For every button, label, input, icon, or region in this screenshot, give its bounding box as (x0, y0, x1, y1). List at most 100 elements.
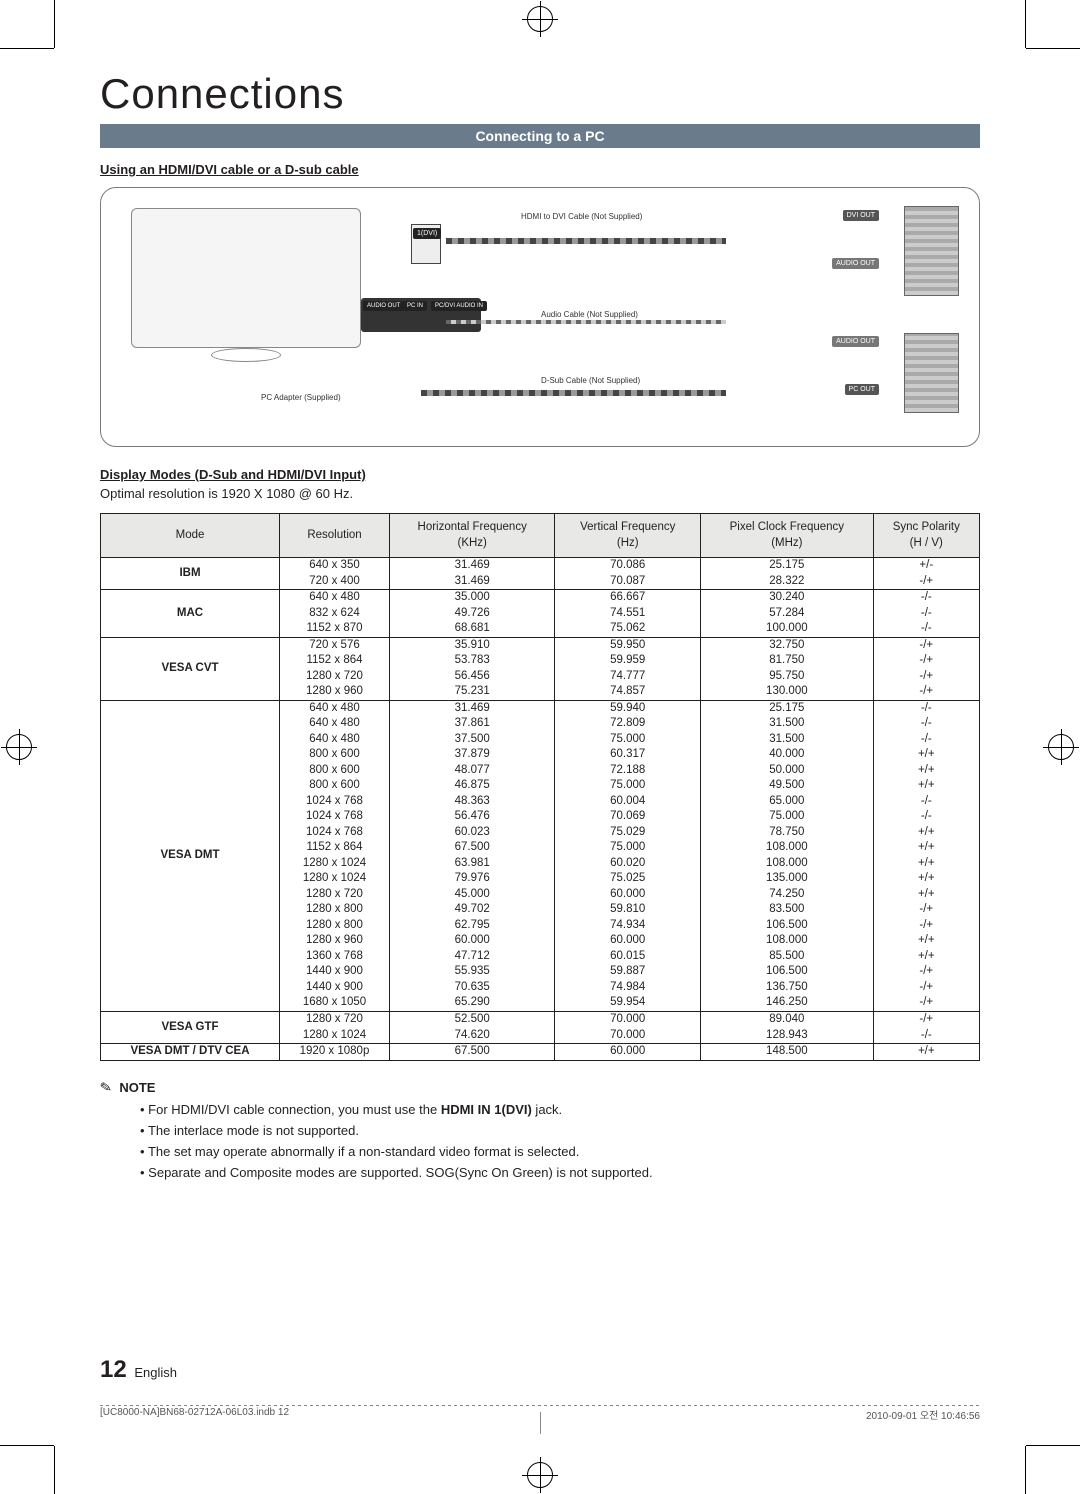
table-cell: +/+ (873, 763, 979, 779)
sub-heading: Using an HDMI/DVI cable or a D-sub cable (100, 162, 980, 177)
table-cell: 60.000 (555, 887, 701, 903)
table-cell: 75.025 (555, 871, 701, 887)
table-cell: 1280 x 960 (280, 933, 390, 949)
table-cell: 37.879 (390, 747, 555, 763)
table-cell: 1440 x 900 (280, 980, 390, 996)
table-cell: 48.363 (390, 794, 555, 810)
table-row: MAC640 x 48035.00066.66730.240-/- (101, 590, 980, 606)
table-cell: 49.726 (390, 606, 555, 622)
table-cell: 74.934 (555, 918, 701, 934)
table-cell: 108.000 (701, 840, 873, 856)
table-cell: 1280 x 720 (280, 669, 390, 685)
table-cell: 25.175 (701, 558, 873, 574)
registration-mark-icon (1048, 734, 1074, 760)
table-row: VESA DMT640 x 48031.46959.94025.175-/- (101, 700, 980, 716)
table-cell: 46.875 (390, 778, 555, 794)
table-cell: 1280 x 1024 (280, 1028, 390, 1044)
mode-cell: VESA GTF (101, 1011, 280, 1043)
table-cell: 56.456 (390, 669, 555, 685)
diagram-label: Audio Cable (Not Supplied) (541, 310, 638, 319)
table-cell: 59.887 (555, 964, 701, 980)
page-language: English (134, 1365, 177, 1380)
table-cell: 74.250 (701, 887, 873, 903)
note-block: ✎ NOTE For HDMI/DVI cable connection, yo… (100, 1079, 980, 1180)
table-cell: 75.029 (555, 825, 701, 841)
table-cell: 81.750 (701, 653, 873, 669)
table-cell: 70.069 (555, 809, 701, 825)
table-cell: 100.000 (701, 621, 873, 637)
table-cell: 60.317 (555, 747, 701, 763)
table-cell: 66.667 (555, 590, 701, 606)
table-cell: 1280 x 800 (280, 918, 390, 934)
table-cell: -/+ (873, 637, 979, 653)
crop-mark (54, 1446, 55, 1494)
table-cell: 1680 x 1050 (280, 995, 390, 1011)
table-header: Mode (101, 514, 280, 558)
diagram-label: D-Sub Cable (Not Supplied) (541, 376, 640, 385)
table-cell: 55.935 (390, 964, 555, 980)
table-cell: 60.000 (555, 933, 701, 949)
crop-mark (0, 48, 54, 49)
note-item: Separate and Composite modes are support… (140, 1165, 980, 1180)
pc-tower-icon (904, 333, 959, 413)
table-cell: 83.500 (701, 902, 873, 918)
port-label: PC/DVI AUDIO IN (431, 301, 487, 311)
table-cell: -/- (873, 716, 979, 732)
table-row: VESA GTF1280 x 72052.50070.00089.040-/+ (101, 1011, 980, 1027)
table-cell: 60.020 (555, 856, 701, 872)
table-cell: -/+ (873, 653, 979, 669)
table-cell: 45.000 (390, 887, 555, 903)
table-cell: 640 x 480 (280, 716, 390, 732)
crop-mark (54, 0, 55, 48)
diagram-label: PC Adapter (Supplied) (261, 393, 341, 402)
table-cell: 74.857 (555, 684, 701, 700)
table-cell: 67.500 (390, 1044, 555, 1061)
table-cell: 74.620 (390, 1028, 555, 1044)
registration-mark-icon (6, 734, 32, 760)
table-cell: 1024 x 768 (280, 825, 390, 841)
table-cell: 70.000 (555, 1028, 701, 1044)
table-cell: 75.231 (390, 684, 555, 700)
table-cell: 74.551 (555, 606, 701, 622)
table-header: Sync Polarity(H / V) (873, 514, 979, 558)
table-cell: -/+ (873, 1011, 979, 1027)
table-cell: -/- (873, 606, 979, 622)
page-title: Connections (100, 70, 980, 118)
table-cell: 640 x 480 (280, 590, 390, 606)
table-cell: 63.981 (390, 856, 555, 872)
table-cell: 74.984 (555, 980, 701, 996)
table-cell: 60.000 (390, 933, 555, 949)
table-cell: -/- (873, 700, 979, 716)
table-cell: 74.777 (555, 669, 701, 685)
table-cell: 25.175 (701, 700, 873, 716)
table-cell: 31.469 (390, 574, 555, 590)
port-label: AUDIO OUT (832, 336, 879, 347)
table-cell: -/+ (873, 684, 979, 700)
connection-diagram: HDMI to DVI Cable (Not Supplied) Audio C… (100, 187, 980, 447)
table-cell: 75.000 (555, 778, 701, 794)
note-icon: ✎ (99, 1078, 114, 1097)
table-cell: 47.712 (390, 949, 555, 965)
table-cell: 1152 x 864 (280, 840, 390, 856)
crop-mark (1025, 1446, 1026, 1494)
table-cell: 31.469 (390, 558, 555, 574)
table-cell: 40.000 (701, 747, 873, 763)
mode-cell: VESA DMT / DTV CEA (101, 1044, 280, 1061)
table-cell: 60.023 (390, 825, 555, 841)
table-cell: 148.500 (701, 1044, 873, 1061)
table-cell: -/+ (873, 918, 979, 934)
tv-rear-icon (131, 208, 361, 348)
footer-mid-divider (540, 1412, 541, 1434)
table-cell: +/+ (873, 747, 979, 763)
table-cell: 1280 x 960 (280, 684, 390, 700)
table-cell: 75.062 (555, 621, 701, 637)
table-cell: 75.000 (701, 809, 873, 825)
table-header: Vertical Frequency(Hz) (555, 514, 701, 558)
table-cell: 48.077 (390, 763, 555, 779)
table-cell: 130.000 (701, 684, 873, 700)
port-label: AUDIO OUT (363, 301, 404, 311)
table-cell: -/- (873, 794, 979, 810)
note-label: NOTE (119, 1080, 155, 1095)
table-cell: 640 x 480 (280, 700, 390, 716)
table-cell: 59.810 (555, 902, 701, 918)
